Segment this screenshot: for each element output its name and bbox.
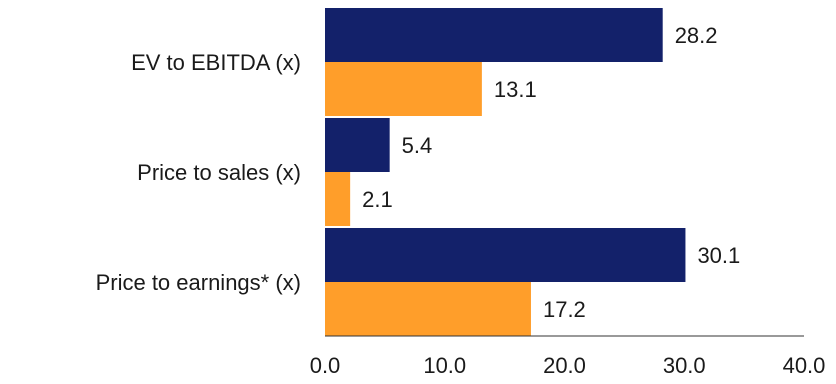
x-tick-label-1: 10.0 [423,353,466,378]
bar-2-series-1 [325,282,531,336]
bar-0-series-0 [325,8,663,62]
data-label-2-series-1: 17.2 [543,297,586,322]
x-tick-label-0: 0.0 [310,353,341,378]
x-tick-label-3: 30.0 [663,353,706,378]
x-tick-label-4: 40.0 [783,353,826,378]
bar-2-series-0 [325,228,686,282]
bar-0-series-1 [325,62,482,116]
data-label-2-series-0: 30.1 [697,243,740,268]
data-label-1-series-1: 2.1 [362,187,393,212]
x-tick-label-2: 20.0 [543,353,586,378]
category-label-1: Price to sales (x) [137,160,301,185]
data-label-1-series-0: 5.4 [402,133,433,158]
bar-1-series-1 [325,172,351,226]
bar-1-series-0 [325,118,390,172]
data-label-0-series-0: 28.2 [675,23,718,48]
category-label-2: Price to earnings* (x) [96,270,301,295]
data-label-0-series-1: 13.1 [494,77,537,102]
category-label-0: EV to EBITDA (x) [131,50,301,75]
